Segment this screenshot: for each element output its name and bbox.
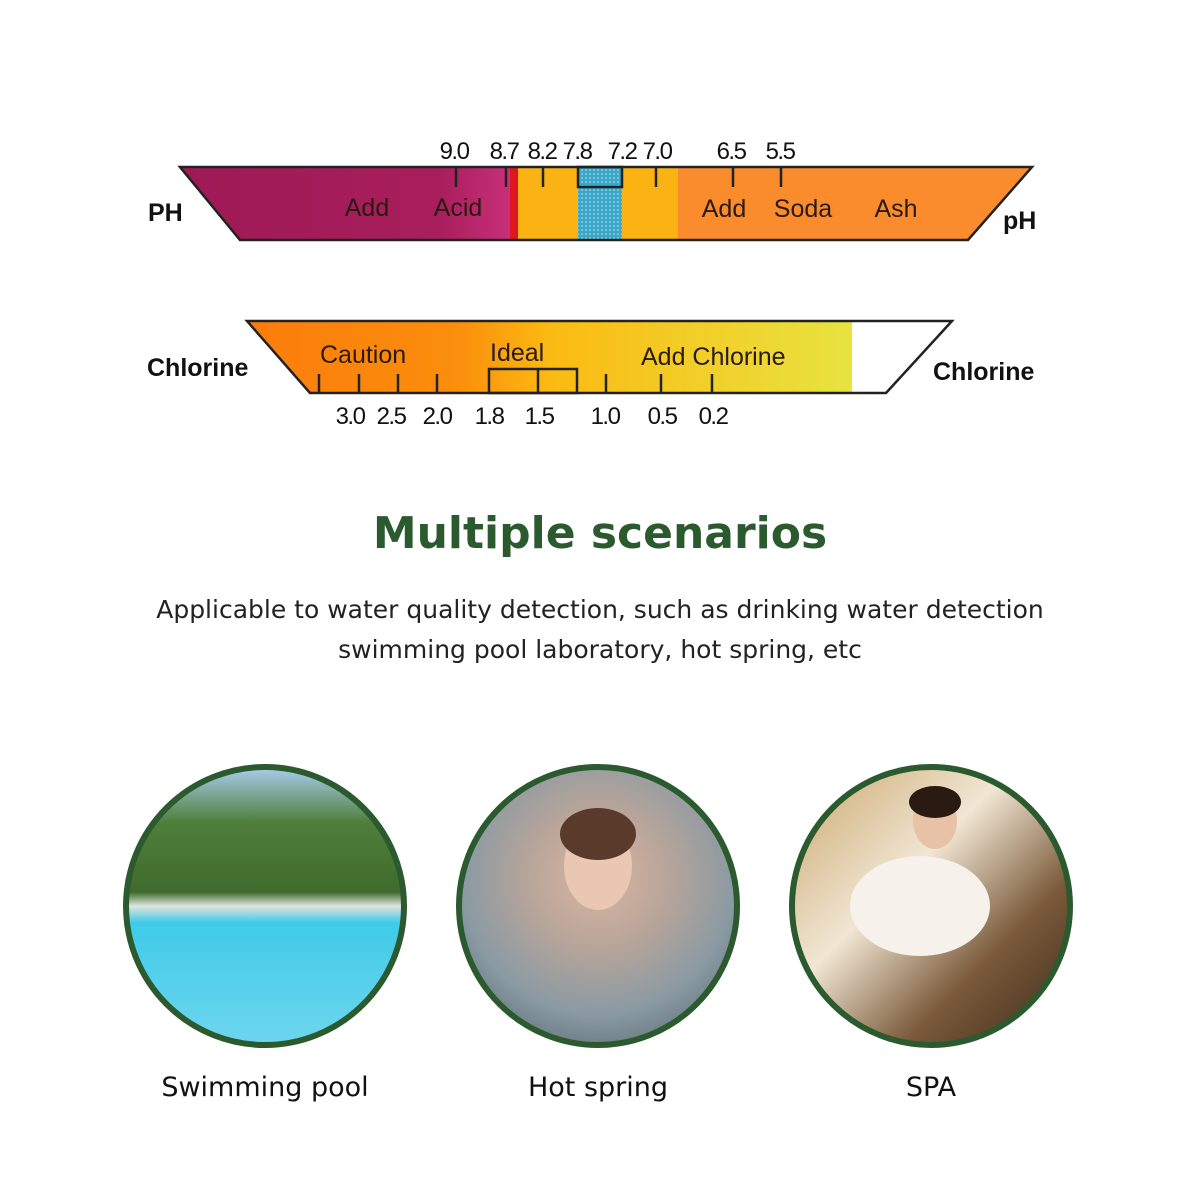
ph-zone-word: Ash <box>874 195 917 223</box>
chlorine-tick-label: 3.0 <box>336 403 366 430</box>
chlorine-tick-label: 0.5 <box>648 403 678 430</box>
ph-tick-label: 6.5 <box>717 138 747 165</box>
ph-tick-label: 8.2 <box>528 138 558 165</box>
chlorine-right-label: Chlorine <box>933 358 1034 386</box>
chlorine-tick-label: 0.2 <box>699 403 729 430</box>
chlorine-scale: Caution Ideal Add Chlorine 3.0 2.5 2.0 1… <box>147 319 1034 430</box>
ph-tick-label: 5.5 <box>766 138 796 165</box>
chlorine-tick-label: 2.0 <box>423 403 453 430</box>
hot-spring-photo <box>456 764 740 1048</box>
ph-tick-label: 7.8 <box>563 138 593 165</box>
ph-tick-label: 7.0 <box>643 138 673 165</box>
scenario-label: SPA <box>905 1072 957 1103</box>
ph-zone-word: Soda <box>774 195 832 223</box>
description-line: Applicable to water quality detection, s… <box>156 595 1044 624</box>
ph-scale: 9.0 8.7 8.2 7.8 7.2 7.0 6.5 5.5 Add Acid… <box>148 138 1036 242</box>
chlorine-left-label: Chlorine <box>147 354 248 382</box>
yellow-zone <box>518 167 578 240</box>
chlorine-tick-label: 2.5 <box>377 403 407 430</box>
section-heading: Multiple scenarios <box>372 508 828 559</box>
ph-zone-word: Add <box>702 195 746 223</box>
chlorine-tick-label: 1.0 <box>591 403 621 430</box>
zone-ideal: Ideal <box>490 339 544 367</box>
zone-add-chlorine: Add Chlorine <box>641 343 786 371</box>
zone-caution: Caution <box>320 341 406 369</box>
scenario-label: Hot spring <box>527 1072 669 1103</box>
ph-tick-label: 8.7 <box>490 138 520 165</box>
ideal-zone <box>578 167 622 240</box>
chlorine-ticks <box>317 367 714 395</box>
chlorine-tick-label: 1.8 <box>475 403 505 430</box>
ph-right-label: pH <box>1003 207 1036 235</box>
ph-left-label: PH <box>148 199 183 227</box>
ph-tick-label: 9.0 <box>440 138 470 165</box>
ph-tick-label: 7.2 <box>608 138 638 165</box>
ph-ticks <box>454 165 783 189</box>
description-line: swimming pool laboratory, hot spring, et… <box>338 635 862 664</box>
ph-zone-word: Add <box>345 194 389 222</box>
spa-photo <box>789 764 1073 1048</box>
swimming-pool-photo <box>123 764 407 1048</box>
red-line <box>510 167 519 240</box>
section-description: Applicable to water quality detection, s… <box>0 590 1200 670</box>
chlorine-gradient <box>247 321 852 393</box>
scenario-label: Swimming pool <box>161 1072 369 1103</box>
test-scales: 9.0 8.7 8.2 7.8 7.2 7.0 6.5 5.5 Add Acid… <box>147 138 1036 430</box>
yellow-zone <box>622 167 678 240</box>
soda-zone <box>678 167 1032 240</box>
scenario-photos <box>123 764 1073 1048</box>
ph-zone-word: Acid <box>434 194 483 222</box>
chlorine-tick-label: 1.5 <box>525 403 555 430</box>
